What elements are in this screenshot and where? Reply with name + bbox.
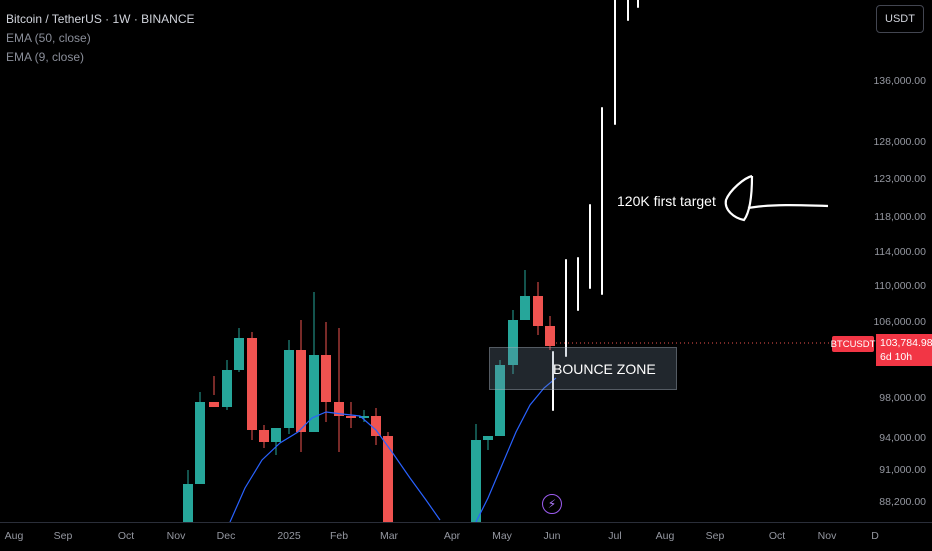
candle-body [383, 436, 393, 522]
time-tick: Nov [817, 530, 837, 542]
time-tick: Dec [216, 530, 236, 542]
time-axis[interactable]: Aug Sep Oct Nov Dec 2025 Feb Mar Apr May… [0, 522, 932, 551]
time-tick: Jun [543, 530, 561, 542]
candle-body [483, 436, 493, 440]
time-tick: Mar [379, 530, 399, 542]
time-tick: 2025 [277, 530, 301, 542]
price-tick: 128,000.00 [873, 136, 926, 148]
candle-body [545, 326, 555, 346]
price-tick: 94,000.00 [879, 432, 926, 444]
target-annotation[interactable]: 120K first target [617, 193, 716, 209]
price-tick: 88,200.00 [879, 496, 926, 508]
candle-body [234, 338, 244, 370]
candle-body [284, 350, 294, 428]
candle-body [371, 416, 381, 436]
candle-body [183, 484, 193, 522]
price-tick: 110,000.00 [874, 280, 926, 292]
symbol-title[interactable]: Bitcoin / TetherUS · 1W · BINANCE [6, 12, 195, 26]
candle-body [222, 370, 232, 407]
last-price-label: 103,784.98 6d 10h [876, 334, 932, 366]
bounce-zone-rectangle[interactable] [489, 347, 677, 390]
time-tick: Apr [443, 530, 461, 542]
chart-legend: Bitcoin / TetherUS · 1W · BINANCE EMA (5… [6, 10, 195, 67]
candle-body [508, 320, 518, 365]
candle-body [346, 416, 356, 418]
indicator-ema-9[interactable]: EMA (9, close) [6, 50, 85, 64]
candle-body [321, 355, 331, 402]
candle-body [296, 350, 306, 432]
time-tick: Sep [705, 530, 725, 542]
time-tick: Oct [768, 530, 786, 542]
drawn-arrow-shaft [747, 204, 829, 210]
price-tick: 91,000.00 [879, 464, 926, 476]
candle-body [495, 365, 505, 436]
currency-button[interactable]: USDT [876, 5, 924, 33]
indicator-ema-50[interactable]: EMA (50, close) [6, 31, 91, 45]
candle-body [309, 355, 319, 432]
time-tick: May [492, 530, 512, 542]
price-tick: 123,000.00 [873, 173, 926, 185]
candle-body [247, 338, 257, 430]
price-tick: 118,000.00 [874, 211, 926, 223]
drawn-arrowhead [724, 174, 754, 222]
price-tick: 106,000.00 [873, 316, 926, 328]
candle-body [209, 402, 219, 407]
time-tick: D [871, 530, 879, 542]
price-tick: 136,000.00 [873, 75, 926, 87]
candle-body [271, 428, 281, 442]
candle-body [195, 402, 205, 484]
ema-line [475, 377, 557, 523]
bounce-zone-label[interactable]: BOUNCE ZONE [553, 361, 656, 377]
candle-body [520, 296, 530, 320]
last-price: 103,784.98 [880, 337, 932, 349]
candle-body [259, 430, 269, 442]
time-tick: Nov [166, 530, 186, 542]
flash-icon[interactable]: ⚡ [542, 494, 562, 514]
candle-body [334, 402, 344, 416]
ema-line [229, 411, 441, 523]
candle-body [533, 296, 543, 326]
price-tick: 114,000.00 [874, 246, 926, 258]
candle-body [471, 440, 481, 522]
price-axis[interactable]: 136,000.00 128,000.00 123,000.00 118,000… [872, 0, 932, 522]
time-tick: Oct [117, 530, 135, 542]
candle-body [359, 416, 369, 418]
time-tick: Aug [655, 530, 675, 542]
price-tick: 98,000.00 [879, 392, 926, 404]
time-tick: Aug [4, 530, 24, 542]
time-tick: Jul [608, 530, 622, 542]
time-tick: Sep [53, 530, 73, 542]
bar-countdown: 6d 10h [880, 351, 913, 363]
time-tick: Feb [329, 530, 349, 542]
symbol-price-label: BTCUSDT [831, 336, 875, 352]
